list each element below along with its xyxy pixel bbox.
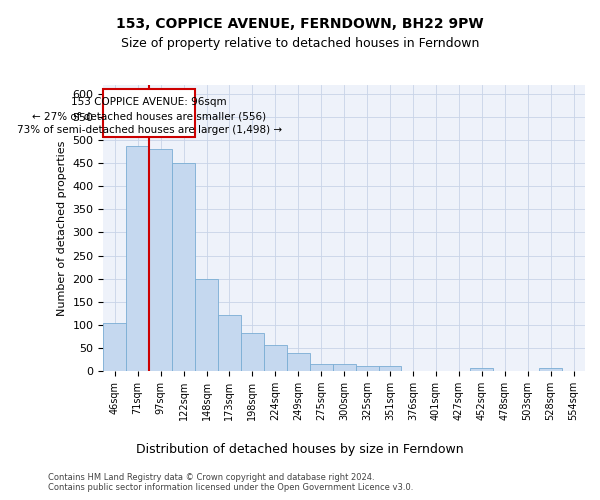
Text: Contains public sector information licensed under the Open Government Licence v3: Contains public sector information licen…	[48, 484, 413, 492]
Bar	[103, 88, 195, 136]
Text: Contains HM Land Registry data © Crown copyright and database right 2024.: Contains HM Land Registry data © Crown c…	[48, 472, 374, 482]
Text: 153 COPPICE AVENUE: 96sqm: 153 COPPICE AVENUE: 96sqm	[71, 97, 227, 107]
Bar	[356, 366, 379, 371]
Bar	[287, 354, 310, 371]
Bar	[539, 368, 562, 371]
Y-axis label: Number of detached properties: Number of detached properties	[57, 140, 67, 316]
Text: Distribution of detached houses by size in Ferndown: Distribution of detached houses by size …	[136, 442, 464, 456]
Bar	[241, 332, 264, 371]
Bar	[264, 345, 287, 371]
Bar	[103, 323, 126, 371]
Text: ← 27% of detached houses are smaller (556): ← 27% of detached houses are smaller (55…	[32, 112, 266, 122]
Bar	[310, 364, 332, 371]
Text: Size of property relative to detached houses in Ferndown: Size of property relative to detached ho…	[121, 38, 479, 51]
Bar	[332, 364, 356, 371]
Bar	[218, 314, 241, 371]
Text: 153, COPPICE AVENUE, FERNDOWN, BH22 9PW: 153, COPPICE AVENUE, FERNDOWN, BH22 9PW	[116, 18, 484, 32]
Bar	[379, 366, 401, 371]
Bar	[126, 146, 149, 371]
Bar	[149, 149, 172, 371]
Bar	[172, 164, 195, 371]
Text: 73% of semi-detached houses are larger (1,498) →: 73% of semi-detached houses are larger (…	[17, 124, 282, 134]
Bar	[470, 368, 493, 371]
Bar	[195, 278, 218, 371]
